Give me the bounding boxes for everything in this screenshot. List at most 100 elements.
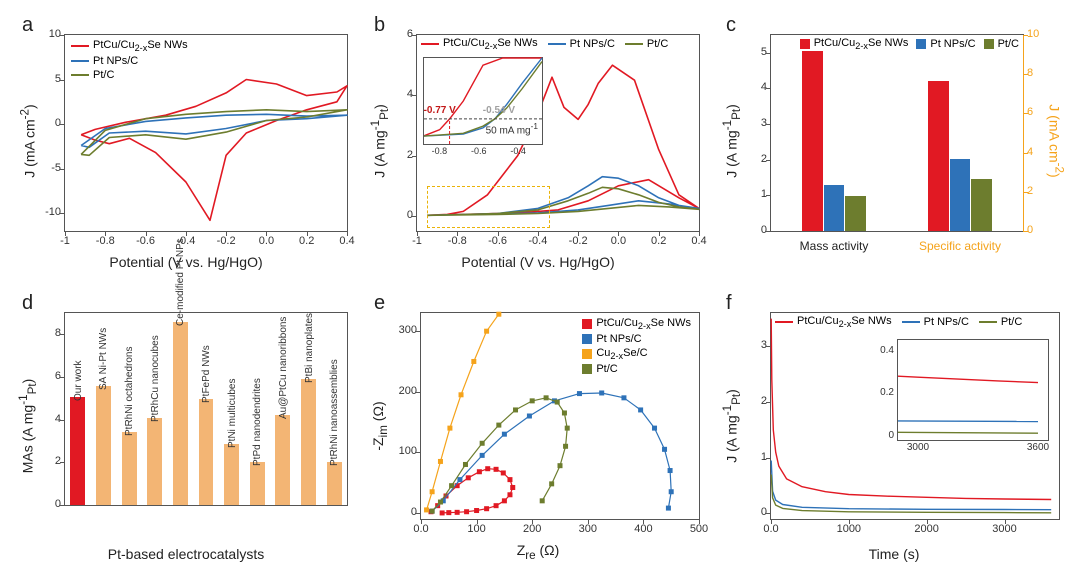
plot-area: -1-0.8-0.6-0.4-0.20.00.20.4-10-50510PtCu… (64, 34, 348, 232)
legend-label: PtCu/Cu2-xSe NWs (443, 37, 538, 51)
legend-swatch (625, 43, 643, 45)
legend-label: PtCu/Cu2-xSe NWs (797, 315, 892, 329)
bar-label: PtRhNi octahedrons (124, 347, 135, 437)
x-tick: 0.0 (753, 523, 789, 535)
x-tick: -0.8 (87, 235, 123, 247)
panel-f: f0.0100020003000012300.20.430003600PtCu/… (720, 288, 1068, 564)
inset-x-tick: -0.8 (432, 146, 448, 156)
y-tick: 10 (27, 28, 61, 40)
legend: PtCu/Cu2-xSe NWs Pt NPs/C Pt/C (792, 37, 1019, 53)
legend-item: Pt NPs/C (548, 37, 615, 51)
legend-swatch (421, 43, 439, 45)
x-axis-label: Potential (V vs. Hg/HgO) (109, 254, 262, 270)
legend-item: PtCu/Cu2-xSe NWs (800, 37, 909, 51)
legend-swatch (548, 43, 566, 45)
x-tick: -0.2 (208, 235, 244, 247)
bar (96, 386, 111, 505)
legend-swatch (984, 39, 994, 49)
legend-label: Pt/C (93, 69, 114, 81)
y-tick-right: 10 (1027, 28, 1039, 40)
panel-label: d (22, 292, 33, 315)
legend: PtCu/Cu2-xSe NWs Pt NPs/C Pt/C (421, 37, 695, 53)
legend-label: PtCu/Cu2-xSe NWs (93, 39, 188, 53)
legend-label: Pt NPs/C (924, 316, 969, 328)
legend-item: Pt NPs/C (902, 315, 969, 329)
legend-label: Pt NPs/C (596, 333, 641, 345)
bar (928, 81, 948, 231)
bar-label: Au@PtCu nanoribbons (278, 317, 289, 419)
y-axis-label-right: J (mA cm-2) (1047, 51, 1066, 231)
legend-label: Cu2-xSe/C (596, 347, 647, 361)
inset-annotation: -0.54 V (483, 105, 515, 116)
x-tick: 3000 (987, 523, 1023, 535)
panel-label: c (726, 14, 736, 37)
legend: PtCu/Cu2-xSe NWsPt NPs/CPt/C (775, 315, 1055, 331)
legend-swatch (71, 45, 89, 47)
bar (802, 51, 822, 231)
legend-item: Pt/C (71, 69, 188, 81)
legend-label: Pt NPs/C (570, 38, 615, 50)
x-tick: 0.4 (681, 235, 717, 247)
bar (327, 462, 342, 505)
bar (173, 322, 188, 505)
inset-x-tick: -0.6 (471, 146, 487, 156)
x-tick: -0.6 (128, 235, 164, 247)
bar (950, 159, 970, 231)
legend-swatch (582, 364, 592, 374)
legend-label: PtCu/Cu2-xSe NWs (814, 37, 909, 51)
panel-label: e (374, 292, 385, 315)
legend-swatch (582, 334, 592, 344)
bar (147, 418, 162, 505)
bar-label: Our work (73, 361, 84, 402)
x-tick: 0.4 (329, 235, 365, 247)
legend-label: Pt/C (647, 38, 668, 50)
x-tick: -0.8 (439, 235, 475, 247)
inset-x-tick: 3000 (900, 442, 936, 453)
bar (250, 462, 265, 505)
y-axis-label: J (mA cm-2) (19, 51, 38, 231)
x-tick: 0.2 (641, 235, 677, 247)
inset-x-tick: -0.4 (510, 146, 526, 156)
x-tick: -1 (47, 235, 83, 247)
x-tick: 0.2 (289, 235, 325, 247)
x-tick: 1000 (831, 523, 867, 535)
x-tick: -0.4 (520, 235, 556, 247)
legend-swatch (71, 74, 89, 76)
plot-area: 0.01002003004005000100200300PtCu/Cu2-xSe… (420, 312, 700, 520)
legend-item: Pt NPs/C (916, 37, 975, 51)
x-axis-label: Pt-based electrocatalysts (108, 546, 264, 562)
legend-swatch (979, 321, 997, 323)
y-axis-label-left: J (A mg-1Pt) (721, 51, 743, 231)
bar (224, 444, 239, 505)
bar (122, 432, 137, 505)
panel-e: e 0.01002003004005000100200300PtCu/Cu2-xS… (368, 288, 708, 564)
legend-item: Pt/C (984, 37, 1019, 51)
bar-label: SA Ni-Pt NWs (98, 327, 109, 389)
inset-annotation: -0.77 V (424, 105, 456, 116)
bar (845, 196, 865, 231)
legend-swatch (582, 319, 592, 329)
legend-swatch (775, 321, 793, 323)
plot-area: 02468Our workSA Ni-Pt NWsPtRhNi octahedr… (64, 312, 348, 506)
x-tick: 2000 (909, 523, 945, 535)
y-tick-right: 6 (1027, 106, 1033, 118)
panel-a: a-1-0.8-0.6-0.4-0.20.00.20.4-10-50510PtC… (16, 10, 356, 272)
inset-y-tick: 0.4 (874, 345, 894, 356)
y-tick: 300 (383, 324, 417, 336)
legend: PtCu/Cu2-xSe NWsPt NPs/CCu2-xSe/CPt/C (582, 317, 691, 377)
category-label: Mass activity (771, 239, 897, 253)
category-label: Specific activity (897, 239, 1023, 253)
figure-stage: a-1-0.8-0.6-0.4-0.20.00.20.4-10-50510PtC… (0, 0, 1080, 574)
plot-area: 0123450246810Mass activitySpecific activ… (770, 34, 1024, 232)
legend-swatch (800, 39, 810, 49)
inset-plot: 00.20.430003600 (897, 339, 1049, 441)
bar-label: PtRhNi nanoassemblies (329, 360, 340, 467)
y-tick-right: 2 (1027, 185, 1033, 197)
legend-item: Pt/C (625, 37, 668, 51)
plot-area: 0.0100020003000012300.20.430003600PtCu/C… (770, 312, 1060, 520)
x-tick: 500 (681, 523, 717, 535)
legend-item: Pt NPs/C (582, 333, 691, 345)
legend-label: PtCu/Cu2-xSe NWs (596, 317, 691, 331)
bar (301, 379, 316, 505)
panel-c: c 0123450246810Mass activitySpecific acti… (720, 10, 1068, 272)
